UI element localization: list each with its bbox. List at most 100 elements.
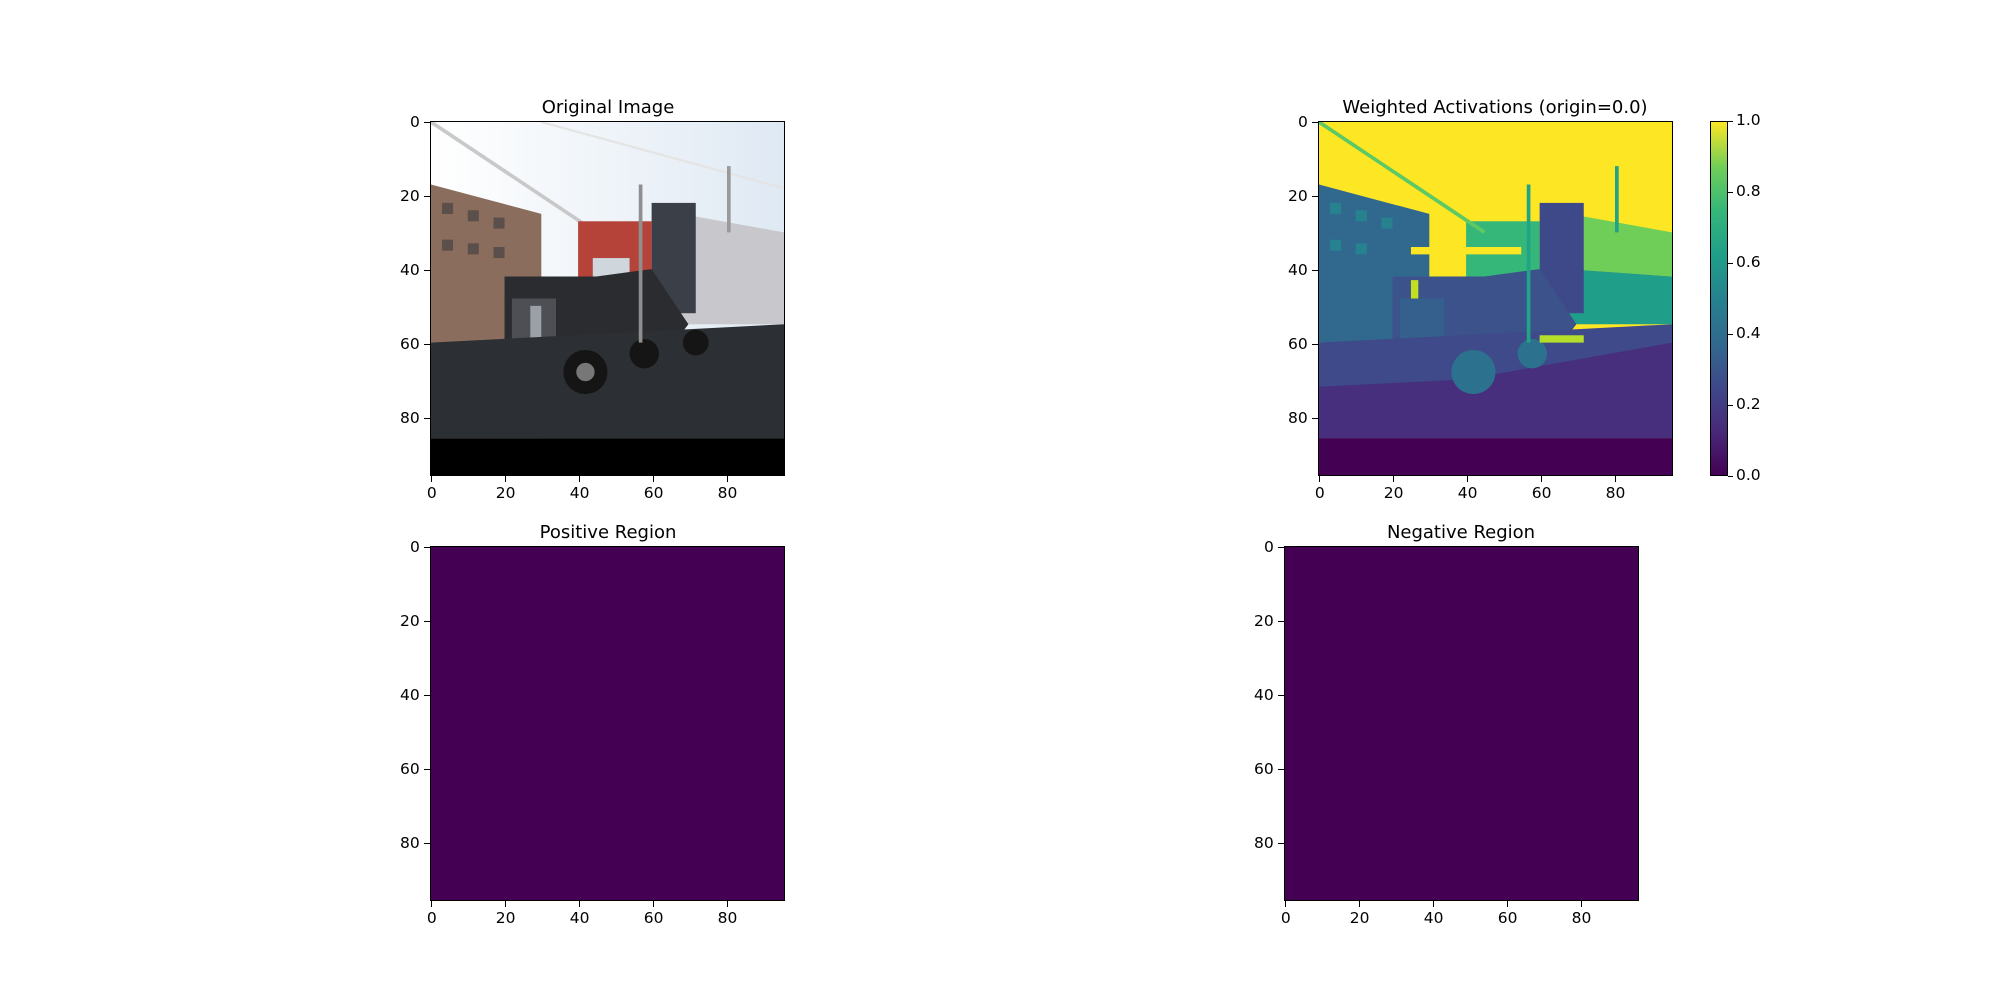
panel-title-original: Original Image [541, 97, 675, 118]
colorbar-tick [1728, 404, 1733, 406]
colorbar-tick-label: 0.2 [1736, 395, 1761, 413]
y-tick-label: 80 [1288, 408, 1308, 427]
y-tick [1312, 418, 1318, 420]
x-tick [579, 476, 581, 482]
y-tick [1278, 547, 1284, 549]
image-original [430, 121, 785, 476]
y-tick-label: 40 [1254, 685, 1274, 704]
x-tick-label: 80 [717, 909, 738, 927]
y-tick-label: 20 [1288, 186, 1308, 205]
y-tick-label: 80 [1254, 833, 1274, 852]
colorbar-tick [1728, 262, 1733, 264]
colorbar-tick-label: 0.0 [1736, 466, 1761, 484]
y-tick-label: 0 [1264, 537, 1274, 556]
colorbar-tick-label: 0.6 [1736, 253, 1761, 271]
y-tick-label: 60 [1254, 759, 1274, 778]
x-tick [727, 901, 729, 907]
x-tick [1615, 476, 1617, 482]
x-tick-label: 80 [1605, 484, 1626, 502]
x-tick-label: 0 [1280, 909, 1291, 927]
image-negative-region [1284, 546, 1639, 901]
truck-photo [431, 122, 784, 475]
x-tick-label: 40 [1457, 484, 1478, 502]
y-tick-label: 20 [1254, 611, 1274, 630]
x-tick-label: 40 [569, 484, 590, 502]
panel-title-negative: Negative Region [1386, 522, 1536, 543]
y-tick [424, 122, 430, 124]
y-tick [1312, 344, 1318, 346]
y-tick [1278, 843, 1284, 845]
activation-heatmap [1319, 122, 1672, 475]
heatmap-weighted-activations [1318, 121, 1673, 476]
colorbar-tick [1728, 475, 1733, 477]
colorbar-tick [1728, 191, 1733, 193]
y-tick-label: 40 [1288, 260, 1308, 279]
x-tick-label: 0 [426, 484, 437, 502]
y-tick [424, 843, 430, 845]
x-tick [505, 476, 507, 482]
y-tick-label: 0 [1298, 112, 1308, 131]
x-tick-label: 40 [1423, 909, 1444, 927]
y-tick-label: 60 [400, 334, 420, 353]
x-tick-label: 60 [1531, 484, 1552, 502]
y-tick-label: 0 [410, 112, 420, 131]
colorbar-tick-label: 0.8 [1736, 182, 1761, 200]
y-tick [424, 621, 430, 623]
x-tick [505, 901, 507, 907]
y-tick-label: 60 [1288, 334, 1308, 353]
x-tick-label: 20 [495, 484, 516, 502]
x-tick-label: 20 [495, 909, 516, 927]
x-tick-label: 20 [1383, 484, 1404, 502]
x-tick [1359, 901, 1361, 907]
y-tick [1278, 695, 1284, 697]
y-tick-label: 20 [400, 186, 420, 205]
y-tick [1278, 621, 1284, 623]
y-tick [1312, 270, 1318, 272]
colorbar-tick-label: 0.4 [1736, 324, 1761, 342]
x-tick-label: 80 [1571, 909, 1592, 927]
y-tick [424, 547, 430, 549]
y-tick [1312, 122, 1318, 124]
y-tick [424, 769, 430, 771]
panel-title-positive: Positive Region [539, 522, 677, 543]
x-tick [653, 476, 655, 482]
x-tick [1319, 476, 1321, 482]
x-tick [1541, 476, 1543, 482]
x-tick-label: 60 [643, 484, 664, 502]
x-tick-label: 0 [426, 909, 437, 927]
x-tick-label: 80 [717, 484, 738, 502]
y-tick-label: 80 [400, 408, 420, 427]
y-tick [1278, 769, 1284, 771]
x-tick [1393, 476, 1395, 482]
y-tick-label: 60 [400, 759, 420, 778]
x-tick-label: 20 [1349, 909, 1370, 927]
x-tick-label: 0 [1314, 484, 1325, 502]
x-tick [1467, 476, 1469, 482]
x-tick [727, 476, 729, 482]
y-tick [424, 344, 430, 346]
x-tick-label: 60 [1497, 909, 1518, 927]
y-tick-label: 20 [400, 611, 420, 630]
x-tick [653, 901, 655, 907]
y-tick-label: 40 [400, 685, 420, 704]
x-tick-label: 40 [569, 909, 590, 927]
colorbar-tick [1728, 120, 1733, 122]
colorbar-tick-label: 1.0 [1736, 111, 1761, 129]
x-tick [579, 901, 581, 907]
y-tick [424, 270, 430, 272]
y-tick [424, 695, 430, 697]
y-tick-label: 80 [400, 833, 420, 852]
x-tick [1285, 901, 1287, 907]
y-tick [424, 196, 430, 198]
y-tick-label: 40 [400, 260, 420, 279]
y-tick-label: 0 [410, 537, 420, 556]
x-tick [431, 901, 433, 907]
colorbar-tick [1728, 333, 1733, 335]
x-tick [1507, 901, 1509, 907]
colorbar [1710, 121, 1728, 476]
x-tick [1581, 901, 1583, 907]
image-positive-region [430, 546, 785, 901]
x-tick [431, 476, 433, 482]
panel-title-weighted: Weighted Activations (origin=0.0) [1342, 97, 1648, 118]
